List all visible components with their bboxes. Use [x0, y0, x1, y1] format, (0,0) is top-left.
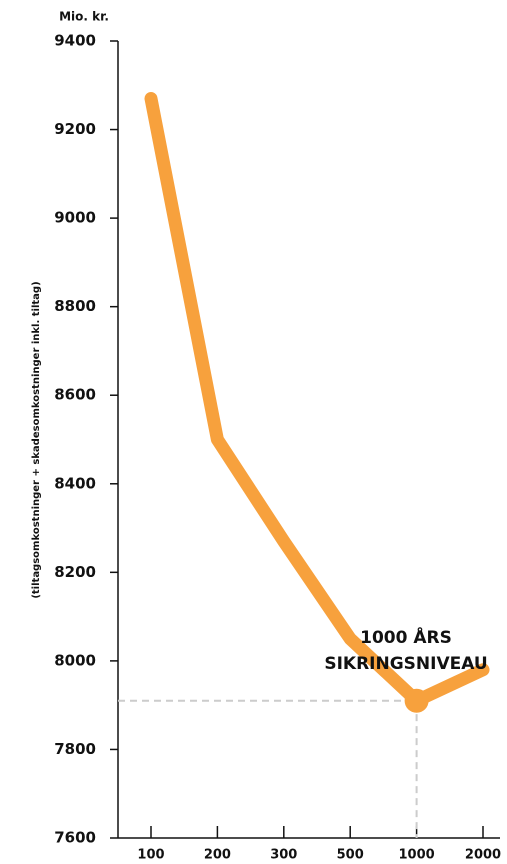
y-unit: Mio. kr.: [59, 10, 109, 24]
y-tick-label: 9000: [54, 209, 96, 227]
y-axis-label: (tiltagsomkostninger + skadesomkostninge…: [31, 281, 42, 598]
x-tick-label: 500: [337, 848, 364, 863]
highlight-marker: [404, 688, 429, 713]
y-tick-label: 7800: [54, 740, 96, 758]
y-tick-label: 8800: [54, 297, 96, 315]
y-tick-label: 9200: [54, 120, 96, 138]
y-tick-label: 9400: [54, 32, 96, 50]
annotation: 1000 ÅRS: [360, 625, 452, 648]
y-tick-label: 8600: [54, 386, 96, 404]
y-tick-label: 8000: [54, 651, 96, 669]
x-tick-label: 2000: [465, 848, 501, 863]
x-tick-label: 300: [270, 848, 297, 863]
y-tick-label: 7600: [54, 829, 96, 847]
y-tick-label: 8200: [54, 563, 96, 581]
x-tick-label: 200: [204, 848, 231, 863]
annotation: SIKRINGSNIVEAU: [324, 654, 487, 674]
y-tick-label: 8400: [54, 474, 96, 492]
x-tick-label: 1000: [399, 848, 435, 863]
data-line: [144, 92, 490, 708]
x-tick-label: 100: [137, 848, 164, 863]
reference-line: [118, 699, 418, 838]
